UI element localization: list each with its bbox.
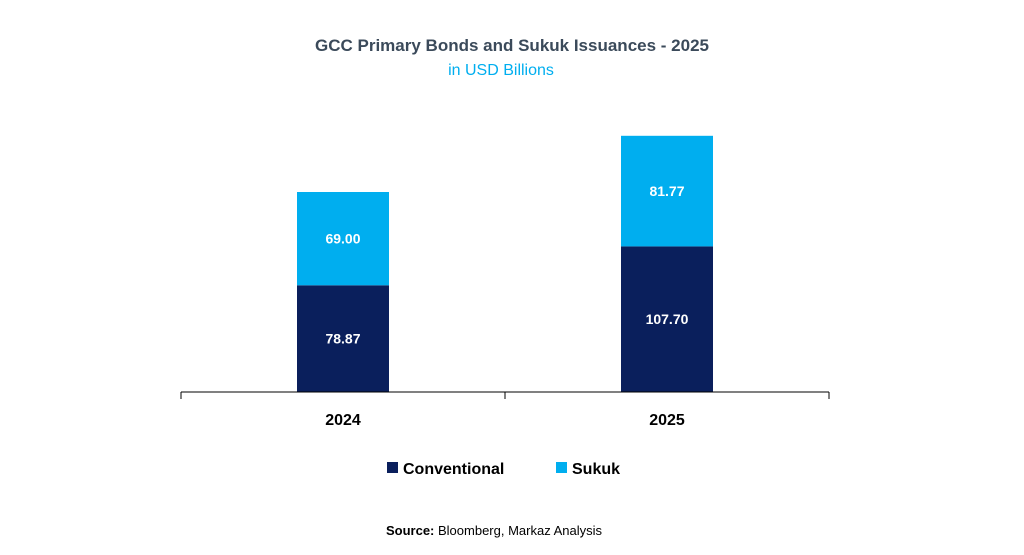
bar-conventional-2024: [297, 285, 389, 392]
chart-subtitle: in USD Billions: [448, 62, 554, 79]
source-note: Source: Bloomberg, Markaz Analysis: [386, 523, 603, 538]
bars-group: 78.87 69.00 107.70 81.77: [297, 135, 713, 392]
legend-label-conventional: Conventional: [403, 461, 504, 478]
source-label: Source:: [386, 523, 434, 538]
data-label-conventional-2024: 78.87: [325, 331, 360, 347]
bar-sukuk-2025: [621, 135, 713, 247]
data-label-sukuk-2024: 69.00: [325, 231, 360, 247]
x-tick-label-2025: 2025: [649, 412, 685, 429]
legend-label-sukuk: Sukuk: [572, 461, 620, 478]
chart-title: GCC Primary Bonds and Sukuk Issuances - …: [315, 36, 709, 55]
source-text: Bloomberg, Markaz Analysis: [434, 523, 602, 538]
x-axis: 2024 2025: [180, 391, 830, 429]
data-label-conventional-2025: 107.70: [646, 311, 689, 327]
data-label-sukuk-2025: 81.77: [649, 183, 684, 199]
bar-sukuk-2024: [297, 192, 389, 286]
legend-swatch-sukuk: [556, 462, 567, 473]
bar-conventional-2025: [621, 246, 713, 392]
x-tick-label-2024: 2024: [325, 412, 361, 429]
legend-swatch-conventional: [387, 462, 398, 473]
legend: Conventional Sukuk: [387, 461, 620, 478]
